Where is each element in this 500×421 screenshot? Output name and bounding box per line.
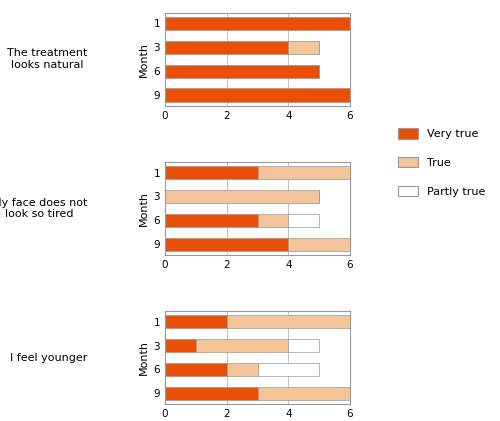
Text: My face does not
look so tired: My face does not look so tired	[0, 197, 88, 219]
Bar	[165, 41, 288, 54]
Bar	[165, 17, 350, 30]
Bar	[288, 339, 319, 352]
Text: The treatment
looks natural: The treatment looks natural	[7, 48, 87, 70]
Bar	[165, 88, 350, 101]
Bar	[258, 363, 319, 376]
Y-axis label: Month: Month	[140, 340, 149, 375]
Bar	[165, 315, 226, 328]
Bar	[165, 64, 319, 78]
Bar	[288, 237, 350, 251]
Bar	[258, 387, 350, 400]
Bar	[288, 214, 319, 227]
Legend: Very true, True, Partly true: Very true, True, Partly true	[394, 123, 490, 201]
Bar	[165, 190, 319, 203]
Bar	[165, 363, 226, 376]
Bar	[165, 339, 196, 352]
Bar	[226, 315, 350, 328]
Text: I feel younger: I feel younger	[10, 352, 88, 362]
Bar	[165, 166, 258, 179]
Bar	[165, 237, 288, 251]
Bar	[288, 41, 319, 54]
Y-axis label: Month: Month	[140, 42, 149, 77]
Bar	[258, 166, 350, 179]
Bar	[165, 387, 258, 400]
Bar	[226, 363, 258, 376]
Bar	[258, 214, 288, 227]
Bar	[196, 339, 288, 352]
Y-axis label: Month: Month	[140, 191, 149, 226]
Bar	[165, 214, 258, 227]
